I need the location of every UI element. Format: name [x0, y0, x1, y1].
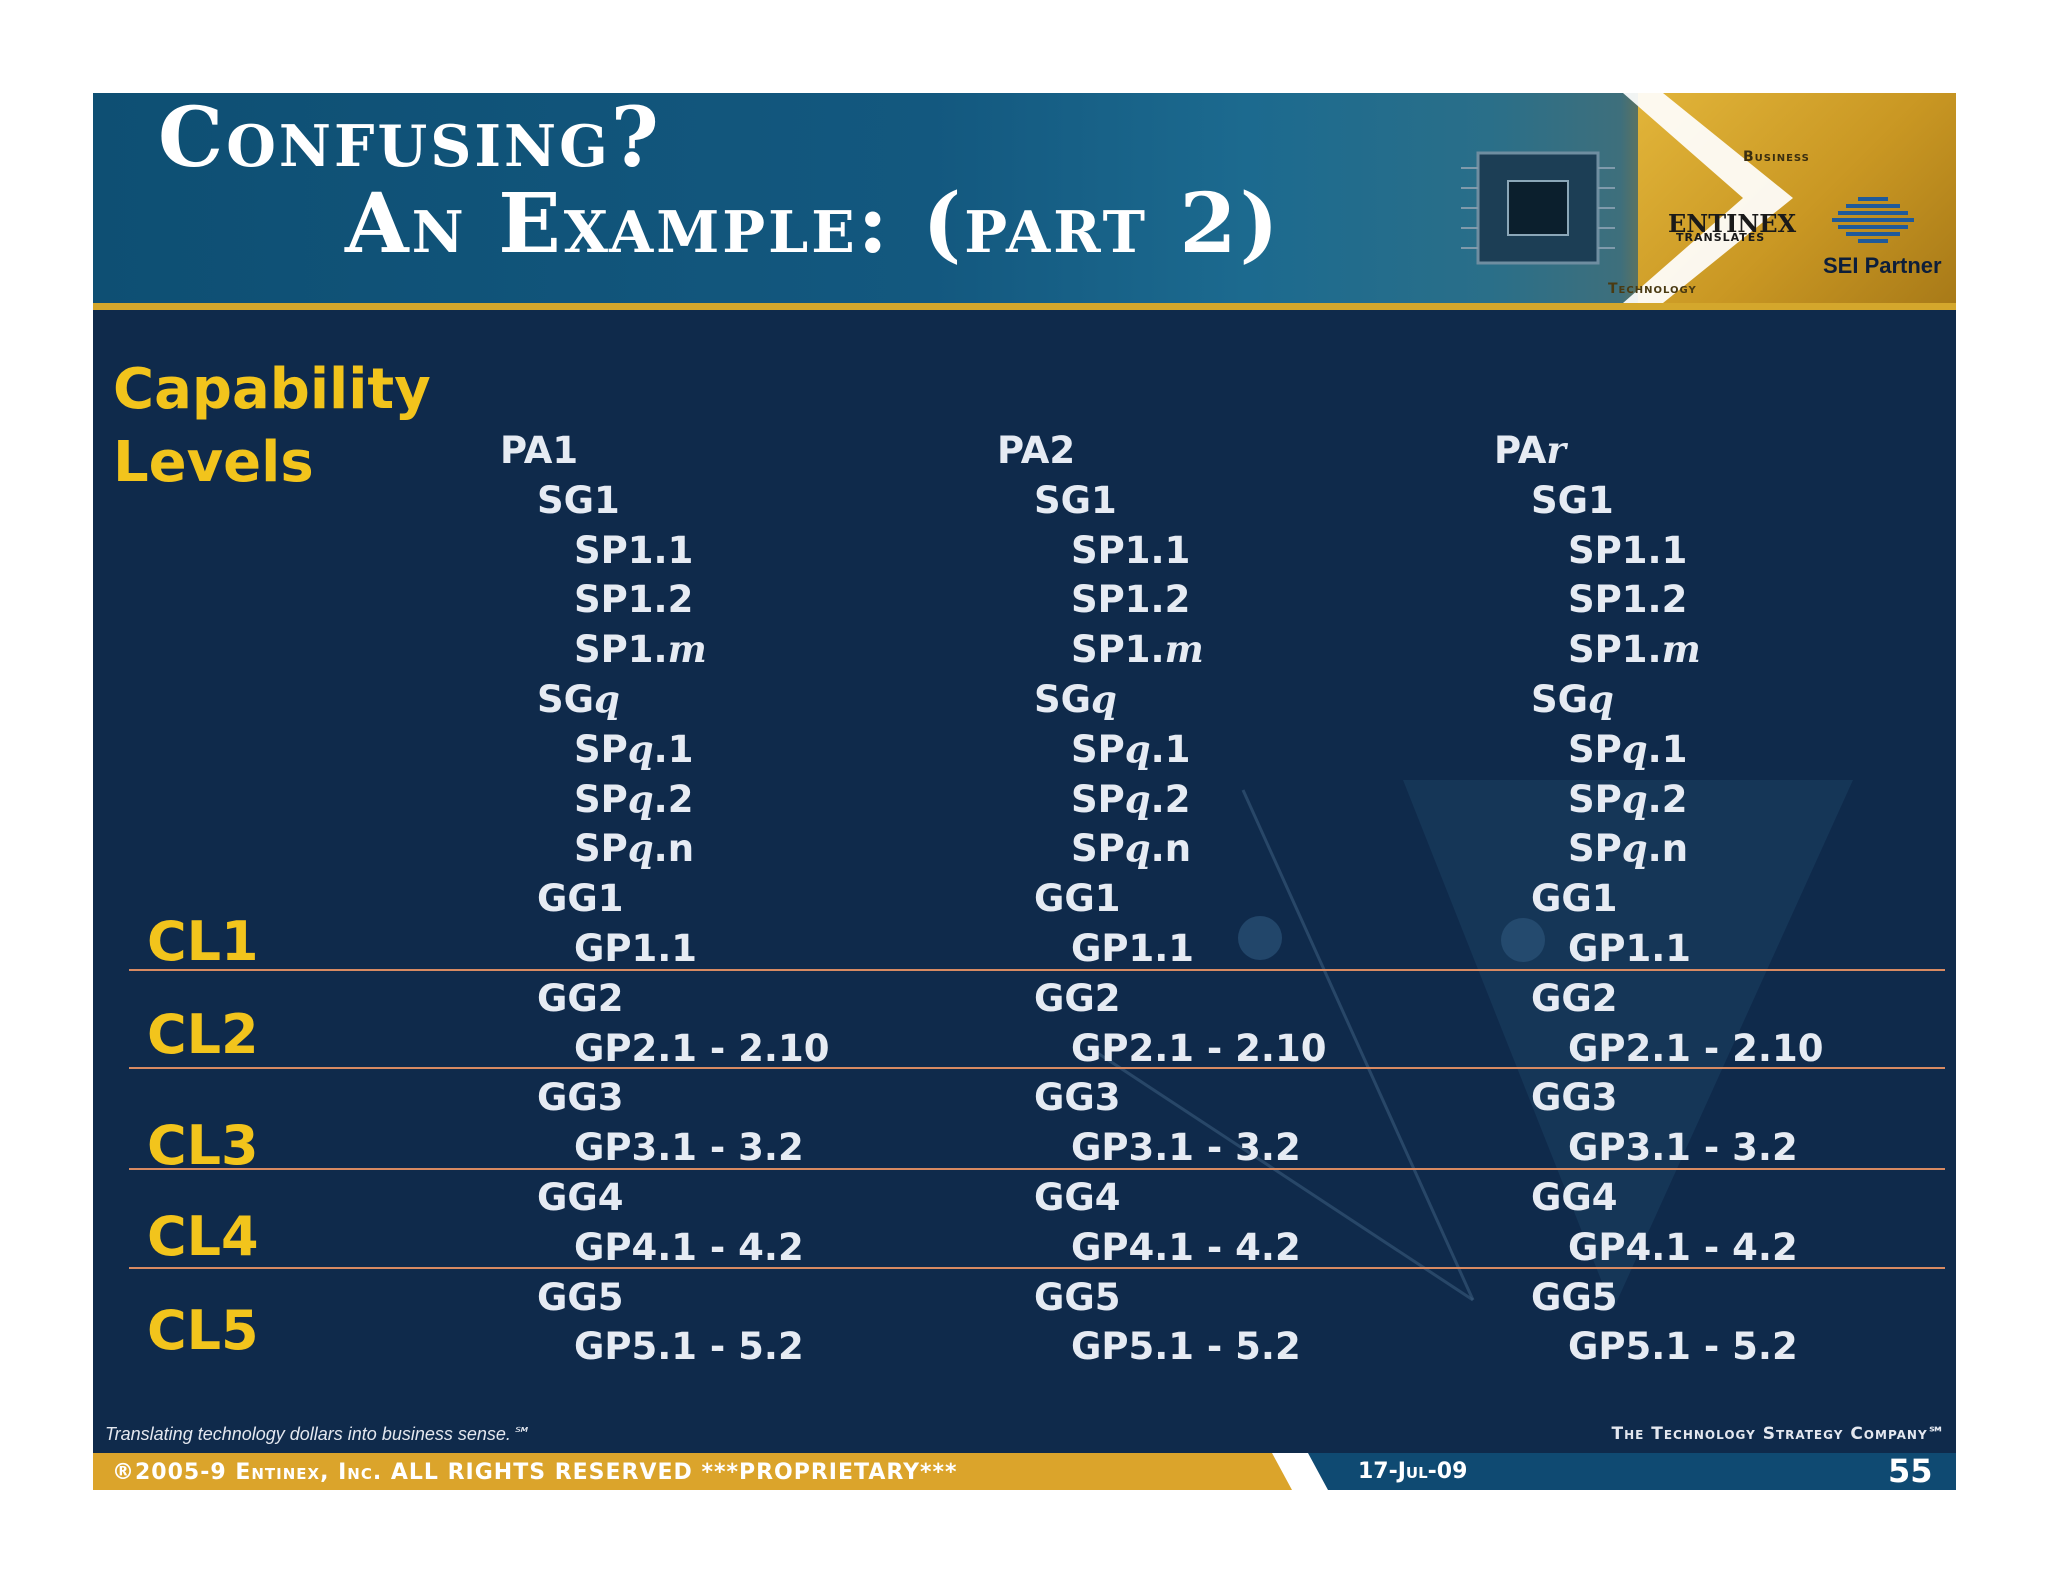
- practice-item: GP3.1 - 3.2: [1071, 1126, 1301, 1170]
- cl4-divider: [129, 1267, 1945, 1269]
- process-area-heading: PAr: [1494, 428, 1566, 472]
- practice-item: SP1.1: [1568, 528, 1688, 572]
- goal-item: SG1: [1034, 478, 1117, 522]
- logo-translates-text: TRANSLATES: [1676, 231, 1766, 244]
- capability-level-cl3: CL3: [147, 1114, 259, 1177]
- capability-level-cl5: CL5: [147, 1299, 259, 1362]
- practice-item: SP1.m: [1071, 627, 1204, 672]
- capability-levels-label-line2: Levels: [113, 430, 314, 495]
- footer-copyright: ®2005-9 Entinex, Inc. ALL RIGHTS RESERVE…: [112, 1460, 958, 1485]
- goal-item: GG3: [1034, 1076, 1121, 1120]
- process-area-heading: PA1: [500, 429, 579, 472]
- sei-globe-icon: [1832, 197, 1914, 243]
- slide-body: Capability Levels CL1 CL2 CL3 CL4 CL5 PA…: [93, 310, 1956, 1453]
- practice-item: SP1.2: [574, 578, 694, 622]
- logo-wedge: [1623, 93, 1793, 303]
- goal-item: SGq: [537, 677, 620, 721]
- title-line-1: Confusing?: [158, 93, 662, 186]
- footer-company: The Technology Strategy Company℠: [1611, 1424, 1946, 1444]
- header-gold-rule: [93, 303, 1956, 310]
- practice-item: GP5.1 - 5.2: [1568, 1325, 1798, 1369]
- goal-item: GG5: [1034, 1275, 1121, 1319]
- process-area-heading: PA2: [997, 429, 1076, 472]
- entinex-logo: ENTINEX: [1668, 209, 1797, 238]
- cl2-divider: [129, 1067, 1945, 1069]
- practice-item: SPq.n: [574, 826, 695, 871]
- goal-item: GG2: [1034, 976, 1121, 1020]
- goal-item: GG1: [537, 877, 624, 921]
- practice-item: SP1.2: [1568, 578, 1688, 622]
- practice-item: SP1.2: [1071, 578, 1191, 622]
- practice-item: GP2.1 - 2.10: [1568, 1026, 1824, 1070]
- practice-item: SPq.2: [574, 776, 694, 821]
- circuit-chip-icon: [1461, 151, 1615, 265]
- practice-item: GP5.1 - 5.2: [1071, 1325, 1301, 1369]
- sei-partner-label: SEI Partner: [1823, 253, 1942, 278]
- background-triangle-graphic: [1092, 780, 1853, 1310]
- cl3-divider: [129, 1168, 1945, 1170]
- practice-item: SPq.n: [1568, 826, 1689, 871]
- practice-item: GP2.1 - 2.10: [574, 1026, 830, 1070]
- practice-item: SPq.1: [1071, 726, 1191, 771]
- capability-level-cl4: CL4: [147, 1205, 259, 1268]
- goal-item: GG3: [537, 1076, 624, 1120]
- slide-header: Confusing? An Example: (part 2) Business…: [93, 93, 1956, 303]
- practice-item: SPq.2: [1071, 776, 1191, 821]
- practice-item: GP2.1 - 2.10: [1071, 1026, 1327, 1070]
- logo-technology-text: Technology: [1608, 281, 1697, 297]
- practice-item: SPq.1: [574, 726, 694, 771]
- practice-item: GP1.1: [574, 927, 698, 970]
- footer-date: 17-Jul-09: [1358, 1459, 1468, 1484]
- footer-white-slant: [1272, 1453, 1328, 1490]
- practice-item: GP4.1 - 4.2: [1568, 1225, 1798, 1269]
- page-number: 55: [1888, 1452, 1933, 1490]
- practice-item: GP1.1: [1568, 927, 1692, 970]
- practice-item: SP1.m: [1568, 627, 1701, 672]
- practice-item: GP4.1 - 4.2: [1071, 1225, 1301, 1269]
- practice-item: SPq.1: [1568, 726, 1688, 771]
- practice-item: SP1.1: [1071, 528, 1191, 572]
- practice-item: GP5.1 - 5.2: [574, 1325, 804, 1369]
- practice-item: SP1.m: [574, 627, 707, 672]
- goal-item: GG4: [1531, 1176, 1618, 1219]
- practice-item: GP1.1: [1071, 927, 1195, 970]
- goal-item: GG4: [1034, 1176, 1121, 1219]
- practice-item: SPq.2: [1568, 776, 1688, 821]
- logo-business-text: Business: [1743, 149, 1810, 165]
- practice-item: SPq.n: [1071, 826, 1192, 871]
- goal-item: GG2: [537, 976, 624, 1020]
- practice-item: GP3.1 - 3.2: [574, 1126, 804, 1170]
- goal-item: GG1: [1531, 877, 1618, 921]
- footer-tagline: Translating technology dollars into busi…: [105, 1424, 530, 1444]
- goal-item: SG1: [1531, 478, 1614, 522]
- practice-item: GP4.1 - 4.2: [574, 1225, 804, 1269]
- goal-item: GG2: [1531, 976, 1618, 1020]
- goal-item: SGq: [1034, 677, 1117, 721]
- capability-level-cl2: CL2: [147, 1003, 259, 1066]
- capability-level-cl1: CL1: [147, 910, 259, 973]
- footer-gold-band: [93, 1453, 1293, 1490]
- goal-item: GG5: [1531, 1275, 1618, 1319]
- goal-item: GG4: [537, 1176, 624, 1219]
- goal-item: GG5: [537, 1275, 624, 1319]
- goal-item: GG3: [1531, 1076, 1618, 1120]
- practice-item: GP3.1 - 3.2: [1568, 1126, 1798, 1170]
- title-line-2: An Example: (part 2): [345, 176, 1282, 272]
- cl1-divider: [129, 969, 1945, 971]
- capability-levels-label-line1: Capability: [113, 357, 431, 422]
- practice-item: SP1.1: [574, 528, 694, 572]
- goal-item: SGq: [1531, 677, 1614, 721]
- goal-item: GG1: [1034, 877, 1121, 921]
- goal-item: SG1: [537, 478, 620, 522]
